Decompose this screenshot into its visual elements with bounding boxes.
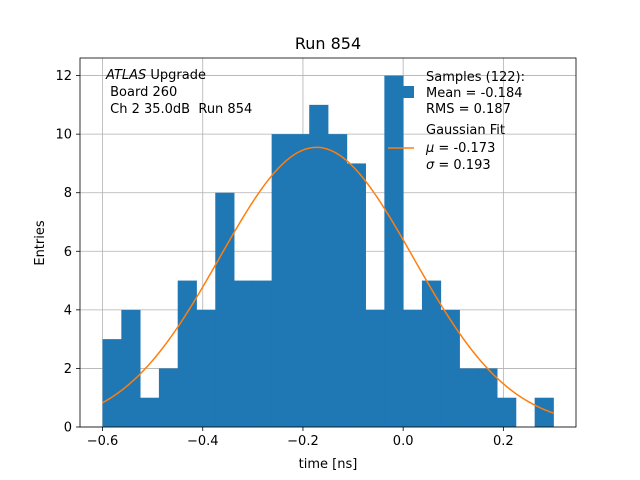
gaussian-fit-curve	[102, 146, 554, 414]
channel-run-label: Ch 2 35.0dB Run 854	[106, 102, 252, 117]
histogram-bar-1	[121, 309, 141, 427]
board-label: Board 260	[106, 85, 177, 100]
chart-title: Run 854	[295, 34, 361, 53]
x-axis-label: time [ns]	[299, 457, 358, 472]
histogram-bar-3	[158, 368, 179, 427]
svg-text:μ = -0.173: μ = -0.173	[425, 141, 495, 156]
histogram-bar-7	[234, 280, 254, 427]
histogram-bar-6	[215, 192, 235, 427]
legend: Samples (122): Mean = -0.184 RMS = 0.187…	[388, 70, 525, 173]
histogram-bars	[102, 75, 554, 428]
histogram-bar-4	[177, 280, 197, 427]
legend-fit-title: Gaussian Fit	[426, 123, 505, 138]
legend-samples-patch	[388, 86, 414, 98]
annotation-text: ATLAS Upgrade Board 260 Ch 2 35.0dB Run …	[105, 68, 252, 117]
histogram-bar-20	[478, 368, 498, 427]
x-tick-label-3: 0.0	[393, 434, 414, 449]
histogram-bar-5	[196, 309, 216, 427]
histogram-bar-18	[440, 309, 460, 427]
plot-frame	[79, 57, 577, 428]
histogram-bar-19	[459, 368, 479, 427]
histogram-bar-23	[534, 397, 554, 427]
histogram-bar-12	[328, 134, 348, 427]
histogram-bar-2	[140, 397, 160, 427]
y-tick-label-0: 0	[64, 421, 72, 436]
legend-samples-line2: Mean = -0.184	[426, 86, 522, 101]
x-tick-label-2: −0.2	[287, 434, 319, 449]
svg-text:σ = 0.193: σ = 0.193	[426, 158, 491, 173]
histogram-bar-0	[102, 339, 122, 427]
svg-text:ATLAS Upgrade: ATLAS Upgrade	[105, 68, 206, 83]
y-tick-label-4: 8	[64, 186, 72, 201]
y-tick-label-6: 12	[55, 69, 72, 84]
x-axis-ticks: −0.6 −0.4 −0.2 0.0 0.2	[87, 427, 514, 449]
x-tick-label-4: 0.2	[493, 434, 514, 449]
upgrade-label: Upgrade	[146, 68, 206, 83]
histogram-bar-11	[309, 104, 329, 427]
y-axis-ticks: 0 2 4 6 8 10 12	[55, 69, 80, 436]
y-tick-label-5: 10	[55, 128, 72, 143]
histogram-bar-14	[365, 309, 385, 427]
legend-samples-line3: RMS = 0.187	[426, 102, 511, 117]
legend-mu-symbol: μ	[425, 141, 434, 156]
legend-sigma-value: = 0.193	[434, 158, 490, 173]
histogram-bar-9	[271, 134, 291, 427]
histogram-bar-8	[252, 280, 273, 427]
histogram-bar-10	[290, 134, 310, 427]
y-axis-label: Entries	[33, 220, 48, 266]
legend-sigma-symbol: σ	[426, 158, 435, 173]
y-tick-label-3: 6	[64, 245, 72, 260]
y-tick-label-1: 2	[64, 362, 72, 377]
x-tick-label-1: −0.4	[187, 434, 219, 449]
atlas-label: ATLAS	[105, 68, 146, 83]
x-tick-label-0: −0.6	[87, 434, 119, 449]
histogram-bar-21	[497, 397, 517, 427]
histogram-bar-17	[421, 280, 442, 427]
legend-samples-line1: Samples (122):	[426, 70, 525, 85]
legend-mu-value: = -0.173	[434, 141, 495, 156]
y-tick-label-2: 4	[64, 303, 72, 318]
histogram-bar-13	[346, 163, 366, 427]
histogram-bar-15	[384, 75, 404, 428]
histogram-bar-16	[403, 309, 423, 427]
